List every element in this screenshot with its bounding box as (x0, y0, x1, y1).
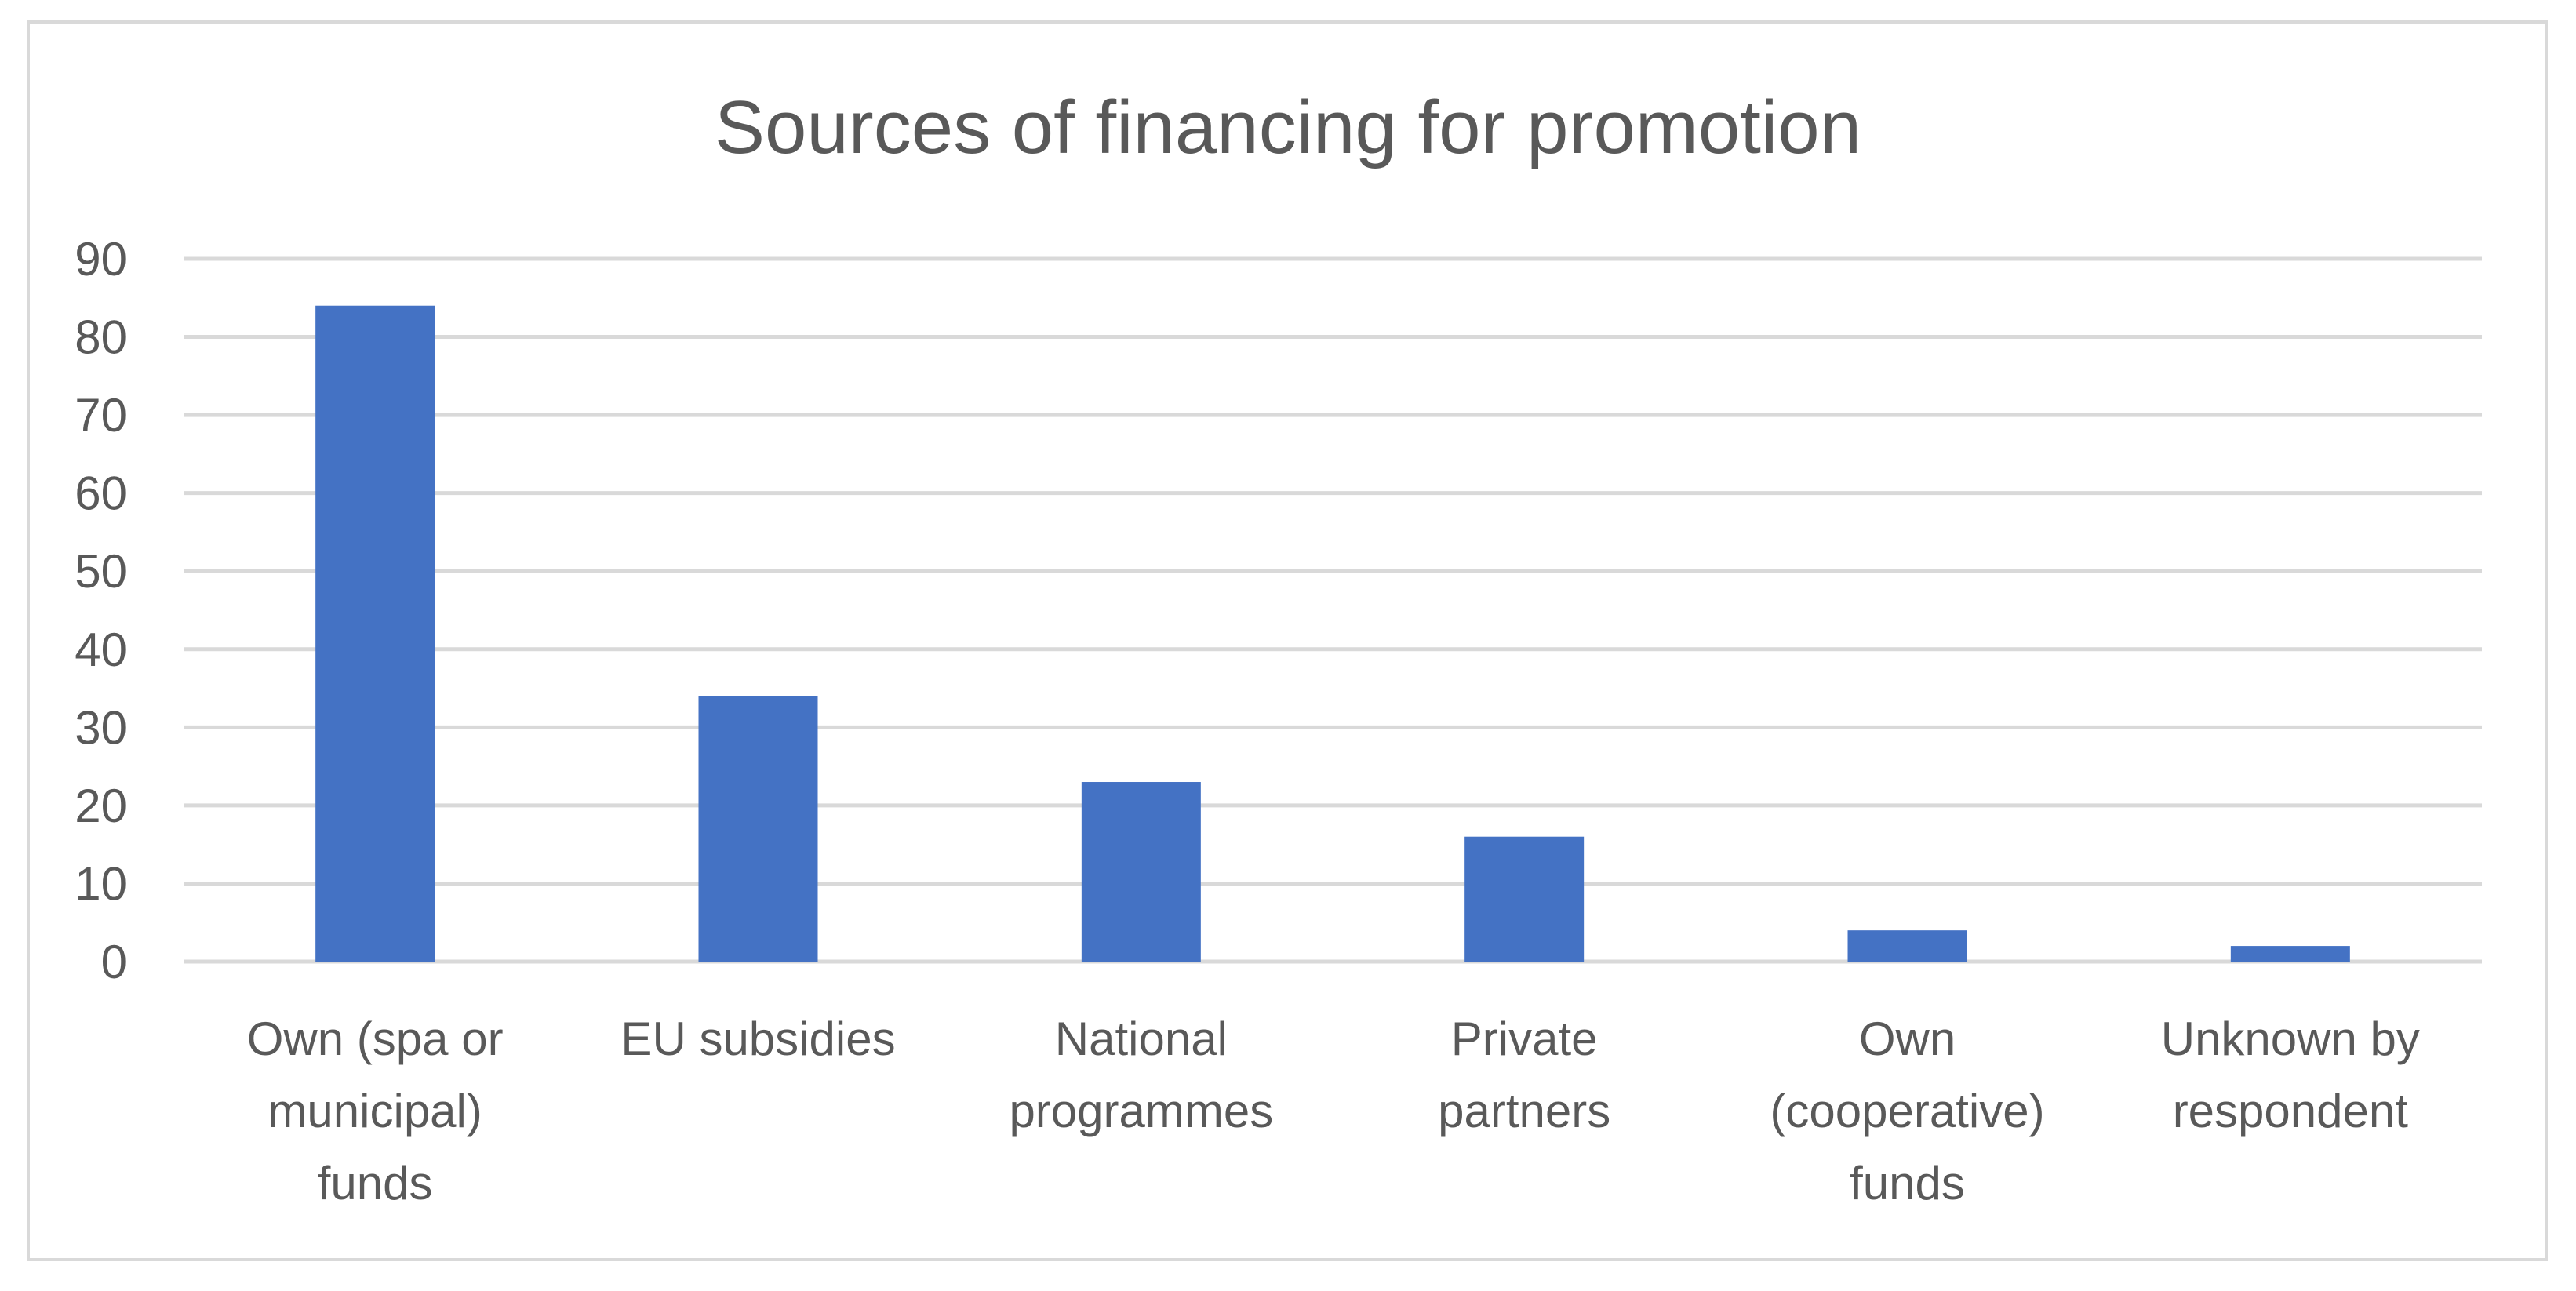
y-tick-label: 60 (75, 467, 127, 520)
x-category-label: EU subsidies (620, 1013, 895, 1065)
bar-6 (2230, 946, 2350, 962)
x-category-label: National programmes (1009, 1013, 1273, 1137)
bar-1 (315, 305, 435, 962)
y-tick-label: 50 (75, 545, 127, 598)
y-tick-label: 30 (75, 701, 127, 754)
gridlines (184, 256, 2482, 964)
x-category-label: Own (spa or municipal) funds (247, 1013, 504, 1209)
y-tick-label: 70 (75, 389, 127, 442)
bars (315, 305, 2350, 962)
x-category-label: Private partners (1438, 1013, 1610, 1137)
bar-2 (698, 696, 818, 962)
y-tick-label: 20 (75, 780, 127, 832)
y-tick-label: 80 (75, 311, 127, 364)
y-axis-ticks: 0 10 20 30 40 50 60 70 80 90 (75, 233, 127, 988)
bar-5 (1847, 930, 1967, 962)
chart-frame (27, 20, 2548, 1261)
x-axis-category-labels: Own (spa or municipal) funds EU subsidies Na… (247, 1013, 2420, 1209)
bar-4 (1464, 836, 1585, 962)
bar-3 (1081, 782, 1201, 962)
chart-title: Sources of financing for promotion (715, 85, 1861, 169)
y-tick-label: 40 (75, 624, 127, 676)
x-category-label: Unknown by respondent (2161, 1013, 2420, 1137)
x-category-label: Own (cooperative) funds (1770, 1013, 2044, 1209)
y-tick-label: 10 (75, 857, 127, 910)
y-tick-label: 0 (101, 936, 127, 988)
y-tick-label: 90 (75, 233, 127, 285)
